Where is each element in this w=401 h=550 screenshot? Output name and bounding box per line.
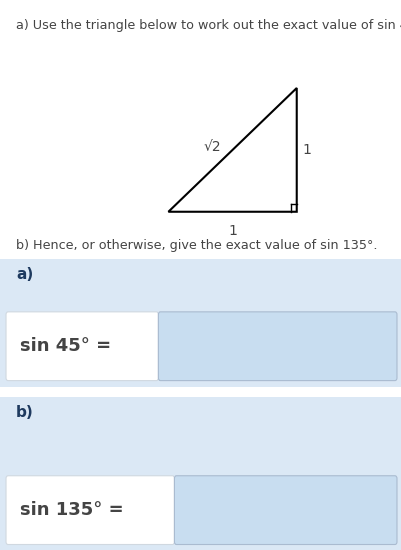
Text: sin 135° =: sin 135° = <box>20 501 124 519</box>
Text: b): b) <box>16 405 34 420</box>
FancyBboxPatch shape <box>0 387 401 393</box>
Text: √2: √2 <box>204 140 221 154</box>
FancyBboxPatch shape <box>0 258 401 388</box>
Text: sin 45° =: sin 45° = <box>20 337 111 355</box>
Text: 1: 1 <box>302 143 311 157</box>
Text: a): a) <box>16 267 33 282</box>
Text: a) Use the triangle below to work out the exact value of sin 45°.: a) Use the triangle below to work out th… <box>16 19 401 32</box>
FancyBboxPatch shape <box>6 476 174 544</box>
Text: 1: 1 <box>228 224 237 238</box>
Text: b) Hence, or otherwise, give the exact value of sin 135°.: b) Hence, or otherwise, give the exact v… <box>16 239 377 252</box>
FancyBboxPatch shape <box>0 397 401 550</box>
FancyBboxPatch shape <box>158 312 397 381</box>
FancyBboxPatch shape <box>6 312 158 381</box>
FancyBboxPatch shape <box>174 476 397 544</box>
